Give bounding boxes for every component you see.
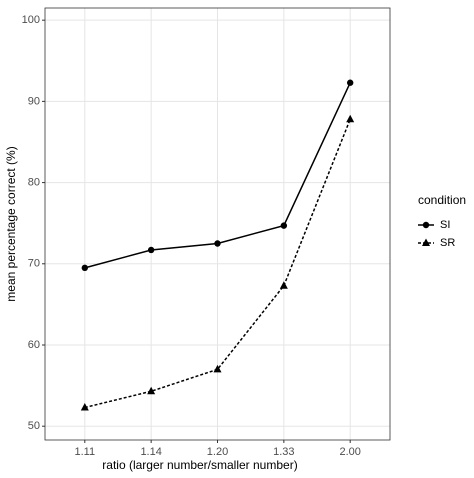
legend-marker (422, 221, 430, 229)
y-tick-label: 100 (22, 14, 40, 26)
x-tick-label: 1.20 (207, 446, 228, 458)
marker (214, 240, 221, 247)
y-tick-label: 90 (28, 95, 40, 107)
marker (213, 364, 222, 373)
marker (147, 386, 156, 395)
legend-label: SR (440, 237, 455, 249)
series-line (84, 118, 351, 409)
legend-marker (422, 238, 430, 246)
x-tick-label: 1.11 (75, 446, 96, 458)
legend-label: SI (440, 219, 450, 231)
marker (80, 403, 89, 411)
x-tick-label: 2.00 (339, 446, 360, 458)
marker (346, 114, 355, 123)
x-tick-label: 1.33 (273, 446, 294, 458)
marker (279, 281, 288, 289)
marker (81, 264, 89, 272)
plot (80, 79, 355, 411)
marker (280, 222, 288, 229)
marker (147, 246, 155, 254)
y-tick-label: 60 (28, 339, 40, 351)
y-tick-label: 50 (28, 420, 40, 432)
marker (346, 79, 354, 86)
y-tick-label: 80 (28, 176, 40, 188)
y-tick-label: 70 (28, 258, 40, 270)
x-tick-label: 1.14 (140, 446, 161, 458)
legend-title: condition (418, 193, 466, 207)
y-axis-label: mean percentage correct (%) (4, 146, 18, 301)
x-axis-label: ratio (larger number/smaller number) (102, 458, 297, 472)
